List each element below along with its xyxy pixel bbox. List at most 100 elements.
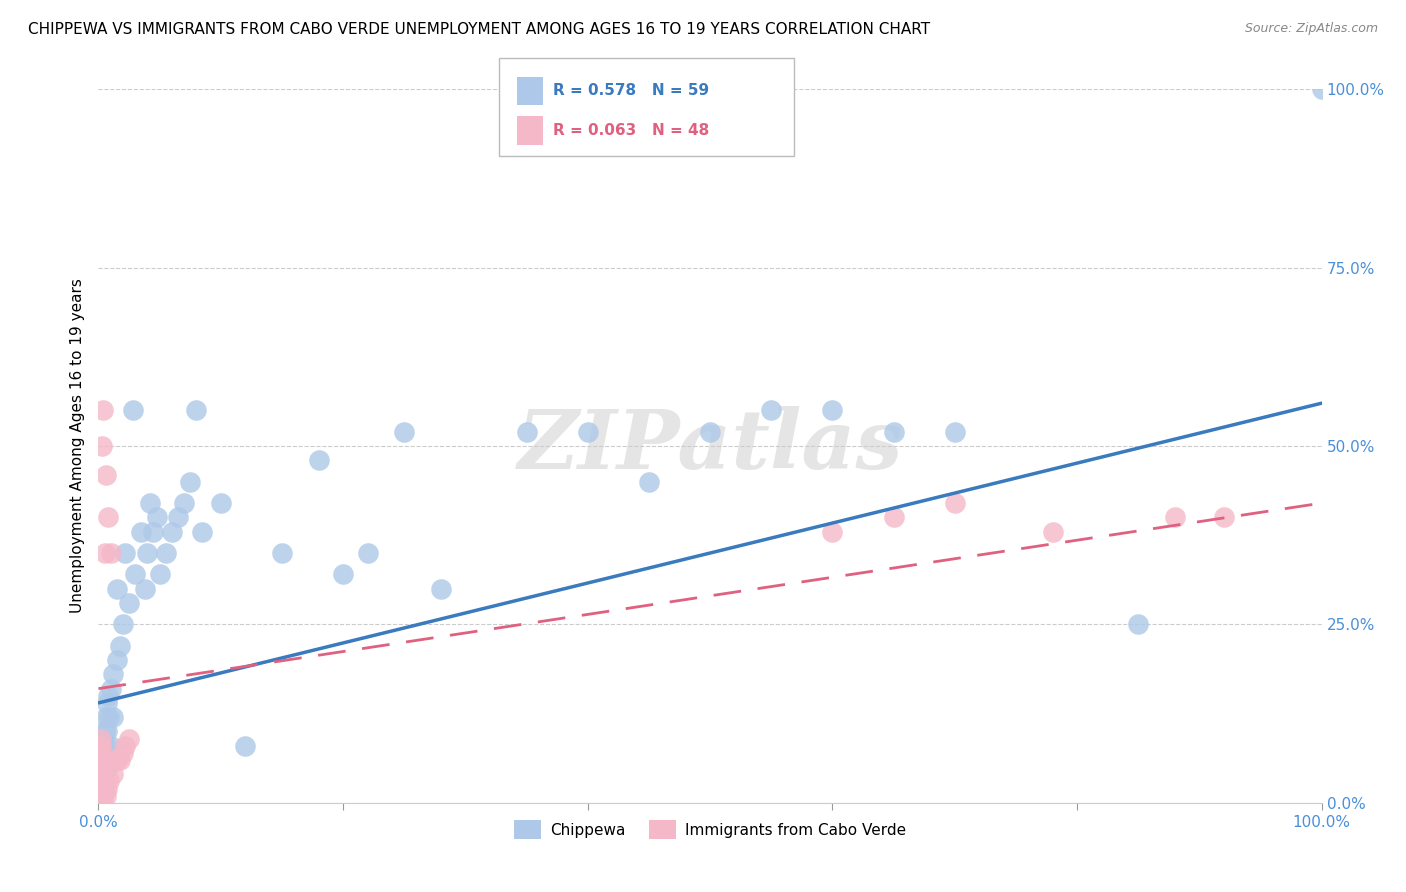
Point — [90, 767, 112, 781]
Point — [943, 496, 966, 510]
Point — [155, 546, 177, 560]
Point — [100, 739, 122, 753]
Point — [91, 789, 114, 803]
Point — [91, 781, 114, 796]
Point — [173, 496, 195, 510]
Point — [90, 774, 112, 789]
Point — [100, 681, 122, 696]
Point — [883, 510, 905, 524]
Legend: Chippewa, Immigrants from Cabo Verde: Chippewa, Immigrants from Cabo Verde — [508, 814, 912, 845]
Point — [515, 425, 537, 439]
Point — [89, 781, 111, 796]
Text: R = 0.578   N = 59: R = 0.578 N = 59 — [553, 84, 709, 98]
Point — [90, 760, 112, 774]
Point — [136, 546, 159, 560]
Point — [101, 710, 124, 724]
Point — [90, 739, 112, 753]
Point — [699, 425, 721, 439]
Point — [91, 439, 114, 453]
Point — [91, 767, 114, 781]
Point — [308, 453, 330, 467]
Point — [392, 425, 416, 439]
Point — [1310, 82, 1333, 96]
Point — [96, 724, 118, 739]
Point — [91, 774, 114, 789]
Point — [91, 403, 114, 417]
Point — [332, 567, 354, 582]
Point — [142, 524, 165, 539]
Point — [94, 789, 117, 803]
Point — [637, 475, 661, 489]
Point — [1164, 510, 1187, 524]
Point — [100, 753, 122, 767]
Point — [146, 510, 169, 524]
Point — [89, 767, 111, 781]
Point — [167, 510, 190, 524]
Point — [89, 739, 111, 753]
Point — [1042, 524, 1064, 539]
Text: ZIPatlas: ZIPatlas — [517, 406, 903, 486]
Point — [114, 739, 136, 753]
Point — [90, 731, 112, 746]
Point — [761, 403, 783, 417]
Point — [1128, 617, 1150, 632]
Point — [96, 781, 118, 796]
Point — [129, 524, 152, 539]
Point — [98, 710, 121, 724]
Point — [90, 760, 112, 774]
Point — [430, 582, 453, 596]
Point — [100, 546, 122, 560]
Point — [110, 753, 132, 767]
Point — [139, 496, 162, 510]
Point — [121, 403, 143, 417]
Point — [91, 774, 114, 789]
Point — [89, 781, 111, 796]
Point — [191, 524, 214, 539]
Point — [124, 567, 146, 582]
Point — [356, 546, 378, 560]
Point — [97, 760, 120, 774]
Point — [90, 781, 112, 796]
Point — [111, 746, 134, 760]
Point — [101, 667, 124, 681]
Point — [90, 746, 112, 760]
Point — [87, 796, 110, 810]
Point — [270, 546, 294, 560]
Point — [91, 746, 114, 760]
Point — [93, 724, 115, 739]
Point — [233, 739, 256, 753]
Point — [179, 475, 201, 489]
Point — [149, 567, 172, 582]
Point — [91, 789, 114, 803]
Point — [821, 524, 844, 539]
Point — [111, 617, 134, 632]
Point — [94, 467, 117, 482]
Point — [105, 582, 128, 596]
Point — [91, 753, 114, 767]
Point — [94, 710, 117, 724]
Point — [883, 425, 905, 439]
Point — [821, 403, 844, 417]
Point — [209, 496, 232, 510]
Point — [93, 781, 115, 796]
Point — [160, 524, 183, 539]
Point — [1212, 510, 1234, 524]
Point — [91, 739, 114, 753]
Point — [105, 653, 128, 667]
Point — [105, 753, 128, 767]
Point — [89, 753, 111, 767]
Point — [186, 403, 208, 417]
Point — [97, 510, 120, 524]
Point — [96, 696, 118, 710]
Point — [90, 753, 112, 767]
Text: Source: ZipAtlas.com: Source: ZipAtlas.com — [1244, 22, 1378, 36]
Text: CHIPPEWA VS IMMIGRANTS FROM CABO VERDE UNEMPLOYMENT AMONG AGES 16 TO 19 YEARS CO: CHIPPEWA VS IMMIGRANTS FROM CABO VERDE U… — [28, 22, 931, 37]
Point — [93, 546, 115, 560]
Point — [114, 546, 136, 560]
Point — [134, 582, 156, 596]
Point — [576, 425, 599, 439]
Point — [87, 789, 110, 803]
Y-axis label: Unemployment Among Ages 16 to 19 years: Unemployment Among Ages 16 to 19 years — [69, 278, 84, 614]
Point — [89, 796, 111, 810]
Point — [118, 596, 141, 610]
